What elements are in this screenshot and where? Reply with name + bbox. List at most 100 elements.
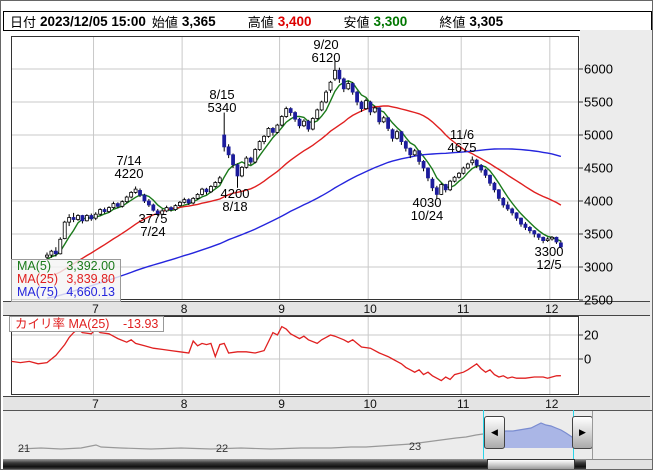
scroll-right-button[interactable]: ▶ xyxy=(572,416,593,449)
month-label: 7 xyxy=(92,302,99,316)
candle xyxy=(550,235,554,241)
right-arrow-icon: ▶ xyxy=(579,427,586,437)
candle xyxy=(275,123,280,134)
candle xyxy=(133,186,138,194)
month-label: 8 xyxy=(180,397,188,411)
ma5-line xyxy=(46,79,562,261)
candle xyxy=(328,80,333,93)
candle xyxy=(107,206,111,213)
candle xyxy=(222,112,227,152)
candle xyxy=(346,80,351,91)
month-axis-main: 7 8 9 10 11 12 xyxy=(3,301,650,316)
candle xyxy=(266,127,271,138)
candle xyxy=(231,153,235,168)
candle xyxy=(554,236,559,244)
navigator-history-line xyxy=(18,433,484,450)
candle xyxy=(204,187,209,195)
candle xyxy=(138,188,142,198)
candle xyxy=(479,164,484,173)
candle xyxy=(426,167,430,182)
candle xyxy=(368,100,373,116)
scroll-left-button[interactable]: ◀ xyxy=(484,416,505,449)
price-axis-label: 4000 xyxy=(584,193,613,209)
candle xyxy=(200,187,204,196)
month-label: 10 xyxy=(363,302,377,316)
candle xyxy=(62,220,67,240)
candle xyxy=(465,162,470,170)
candle xyxy=(523,222,528,231)
month-label: 9 xyxy=(278,397,285,411)
month-label: 8 xyxy=(180,302,188,316)
candle xyxy=(558,240,563,248)
candle xyxy=(545,237,550,242)
candle xyxy=(49,249,54,258)
candle xyxy=(98,208,103,216)
candle xyxy=(483,168,488,178)
chart-annotation: 4200 8/18 xyxy=(220,186,250,214)
chart-annotation: 9/20 6120 xyxy=(311,37,341,65)
candle xyxy=(164,205,169,213)
candle xyxy=(532,230,537,238)
candle xyxy=(372,105,377,114)
range-scrollbar-track[interactable] xyxy=(3,459,586,469)
candle xyxy=(111,201,116,209)
candle xyxy=(67,214,72,227)
candle xyxy=(151,203,156,212)
candle xyxy=(53,247,58,257)
candle xyxy=(58,237,63,255)
candle xyxy=(186,198,191,205)
chart-annotation: 11/6 4675 xyxy=(447,127,477,155)
high-value: 3,400 xyxy=(277,13,312,29)
candle xyxy=(209,185,213,194)
candle xyxy=(80,214,85,224)
ma-legend-row: MA(25) 3,839.80 xyxy=(17,272,115,286)
candle xyxy=(386,117,391,132)
divergence-axis-label: 20 xyxy=(584,327,599,343)
candle xyxy=(226,144,231,159)
year-label: 22 xyxy=(215,443,229,455)
candle xyxy=(302,119,306,128)
divergence-line xyxy=(11,325,561,382)
candle xyxy=(474,158,479,168)
close-label: 終値 xyxy=(439,14,466,30)
price-axis-label: 2500 xyxy=(584,292,613,308)
selection-start-line[interactable] xyxy=(483,410,484,459)
candle xyxy=(319,100,324,112)
candle xyxy=(310,117,315,131)
navigator-selection-area[interactable] xyxy=(483,423,573,448)
high-label: 高値 xyxy=(247,14,274,30)
candle xyxy=(470,156,475,166)
candle xyxy=(71,212,76,223)
candle xyxy=(501,197,506,208)
candle xyxy=(235,163,240,188)
candle xyxy=(84,214,89,222)
divergence-name: カイリ率 MA(25) xyxy=(15,317,110,331)
scrollbar-corner xyxy=(586,459,652,469)
candle xyxy=(248,156,253,165)
candle xyxy=(337,67,342,83)
candle xyxy=(213,181,218,188)
candle xyxy=(324,90,328,104)
candle xyxy=(288,107,293,116)
candle xyxy=(350,82,355,95)
candle xyxy=(284,106,289,118)
candle xyxy=(217,175,222,184)
date-value: 2023/12/05 15:00 xyxy=(40,13,146,29)
low-value: 3,300 xyxy=(373,13,408,29)
candle xyxy=(390,128,395,142)
candle xyxy=(519,217,523,227)
month-label: 12 xyxy=(545,397,559,411)
month-label: 10 xyxy=(363,397,377,411)
candle xyxy=(541,236,546,244)
ma-legend-row: MA(75) 4,660.13 xyxy=(17,285,115,299)
candle xyxy=(169,206,173,212)
ma75-line xyxy=(46,148,562,299)
candle xyxy=(160,208,165,215)
candle xyxy=(510,207,515,216)
range-scrollbar-thumb[interactable] xyxy=(487,459,575,469)
candle xyxy=(408,147,413,159)
candle xyxy=(271,127,275,136)
candle xyxy=(395,129,399,140)
ma-legend-box: MA(5) 3,392.00 MA(25) 3,839.80 MA(75) 4,660.1… xyxy=(11,259,121,302)
